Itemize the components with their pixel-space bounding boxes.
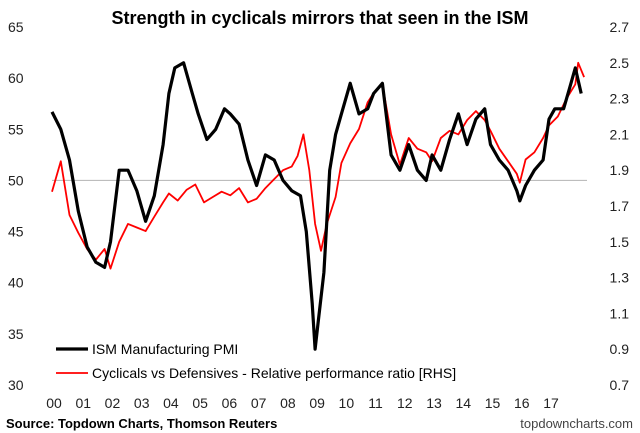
left-tick-label: 55 <box>8 121 24 137</box>
right-tick-label: 0.7 <box>610 377 630 393</box>
left-tick-label: 40 <box>8 275 24 291</box>
x-tick-label: 08 <box>280 395 296 411</box>
chart-title: Strength in cyclicals mirrors that seen … <box>111 8 528 28</box>
x-tick-label: 12 <box>397 395 413 411</box>
x-tick-label: 13 <box>426 395 442 411</box>
x-tick-label: 03 <box>134 395 150 411</box>
x-tick-label: 17 <box>543 395 559 411</box>
right-axis: 0.7 0.9 1.1 1.3 1.5 1.7 1.9 2.1 2.3 2.5 2.7 <box>610 19 630 393</box>
x-tick-label: 14 <box>456 395 472 411</box>
right-tick-label: 2.5 <box>610 55 630 71</box>
right-tick-label: 1.1 <box>610 305 630 321</box>
x-axis: 00 01 02 03 04 05 06 07 08 09 10 11 12 13 14 15 16 17 <box>46 395 559 411</box>
x-tick-label: 05 <box>192 395 208 411</box>
right-tick-label: 0.9 <box>610 341 630 357</box>
left-tick-label: 35 <box>8 326 24 342</box>
right-tick-label: 1.3 <box>610 270 630 286</box>
right-tick-label: 1.5 <box>610 234 630 250</box>
left-tick-label: 60 <box>8 70 24 86</box>
left-tick-label: 30 <box>8 377 24 393</box>
right-tick-label: 1.7 <box>610 198 630 214</box>
right-tick-label: 2.3 <box>610 91 630 107</box>
x-tick-label: 06 <box>222 395 238 411</box>
x-tick-label: 15 <box>485 395 501 411</box>
x-tick-label: 04 <box>163 395 179 411</box>
series-layer <box>50 61 585 351</box>
legend-label: Cyclicals vs Defensives - Relative perfo… <box>92 365 456 381</box>
source-note: Source: Topdown Charts, Thomson Reuters <box>6 416 277 431</box>
right-tick-label: 1.9 <box>610 162 630 178</box>
x-tick-label: 16 <box>514 395 530 411</box>
series-cyclicals-ratio-line <box>51 61 585 270</box>
x-tick-label: 09 <box>309 395 325 411</box>
x-tick-label: 11 <box>368 395 383 411</box>
right-tick-label: 2.1 <box>610 126 630 142</box>
x-tick-label: 07 <box>251 395 267 411</box>
credit-note: topdowncharts.com <box>520 416 633 431</box>
series-ism-pmi-line <box>50 61 583 351</box>
x-tick-label: 02 <box>105 395 121 411</box>
left-tick-label: 45 <box>8 224 24 240</box>
legend: ISM Manufacturing PMI Cyclicals vs Defens… <box>56 341 456 381</box>
x-tick-label: 10 <box>339 395 355 411</box>
x-tick-label: 01 <box>75 395 91 411</box>
left-tick-label: 65 <box>8 19 24 35</box>
legend-label: ISM Manufacturing PMI <box>92 341 238 357</box>
x-tick-label: 00 <box>46 395 62 411</box>
left-axis: 30 35 40 45 50 55 60 65 <box>8 19 24 393</box>
right-tick-label: 2.7 <box>610 19 630 35</box>
left-tick-label: 50 <box>8 172 24 188</box>
